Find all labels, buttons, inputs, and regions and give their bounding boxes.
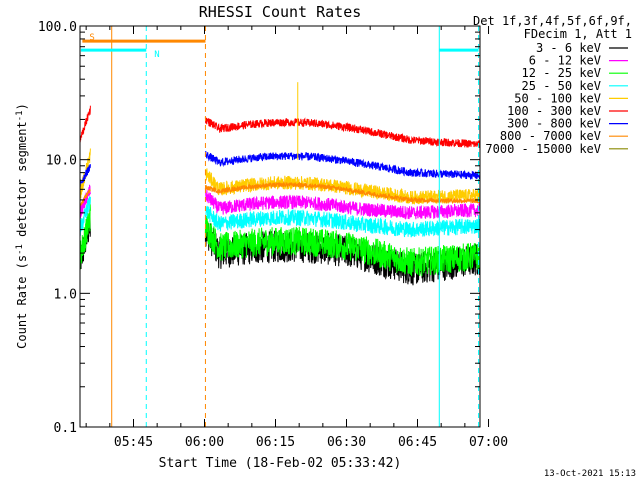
footer-date: 13-Oct-2021 15:13 [544,469,636,479]
y-axis: 0.1 1.0 10.0 100.0 [38,20,480,436]
legend-entry-label: 300 - 800 keV [507,117,601,131]
legend-entry-label: 50 - 100 keV [514,91,601,105]
legend-entry-label: 6 - 12 keV [529,54,601,68]
x-axis-label: Start Time (18-Feb-02 05:33:42) [159,456,402,471]
x-tick-label: 07:00 [469,435,508,450]
y-tick-label: 100.0 [38,20,77,35]
x-tick-label: 06:30 [327,435,366,450]
y-axis-label: Count Rate (s-1 detector segment-1) [15,103,29,349]
series-line [79,196,481,238]
y-tick-label: 1.0 [54,287,77,302]
x-axis: 05:45 06:00 06:15 06:30 06:45 07:00 [85,26,508,450]
x-tick-label: 06:45 [398,435,437,450]
chart-title: RHESSI Count Rates [199,3,362,21]
legend: Det 1f,3f,4f,5f,6f,9f, FDecim 1, Att 1 3… [473,14,632,156]
plot-area: SN [79,26,481,427]
legend-entry-label: 100 - 300 keV [507,104,601,118]
state-bar-label: N [154,50,159,60]
state-bar-label: S [89,33,94,43]
series-line [79,180,481,206]
legend-entry-label: 25 - 50 keV [522,79,601,93]
y-tick-label: 0.1 [54,421,77,436]
legend-header-detectors: Det 1f,3f,4f,5f,6f,9f, [473,14,632,28]
series-line [79,150,481,187]
legend-entry-label: 7000 - 15000 keV [485,142,601,156]
series-line [79,105,481,149]
x-tick-label: 06:15 [256,435,295,450]
y-tick-label: 10.0 [46,154,77,169]
legend-header-decim: FDecim 1, Att 1 [524,27,632,41]
plot-frame [79,25,481,428]
legend-entry-label: 12 - 25 keV [522,66,601,80]
x-tick-label: 06:00 [185,435,224,450]
x-tick-label: 05:45 [114,435,153,450]
series-line [79,204,481,277]
legend-entry-label: 3 - 6 keV [536,41,601,55]
legend-entry-label: 800 - 7000 keV [500,129,601,143]
